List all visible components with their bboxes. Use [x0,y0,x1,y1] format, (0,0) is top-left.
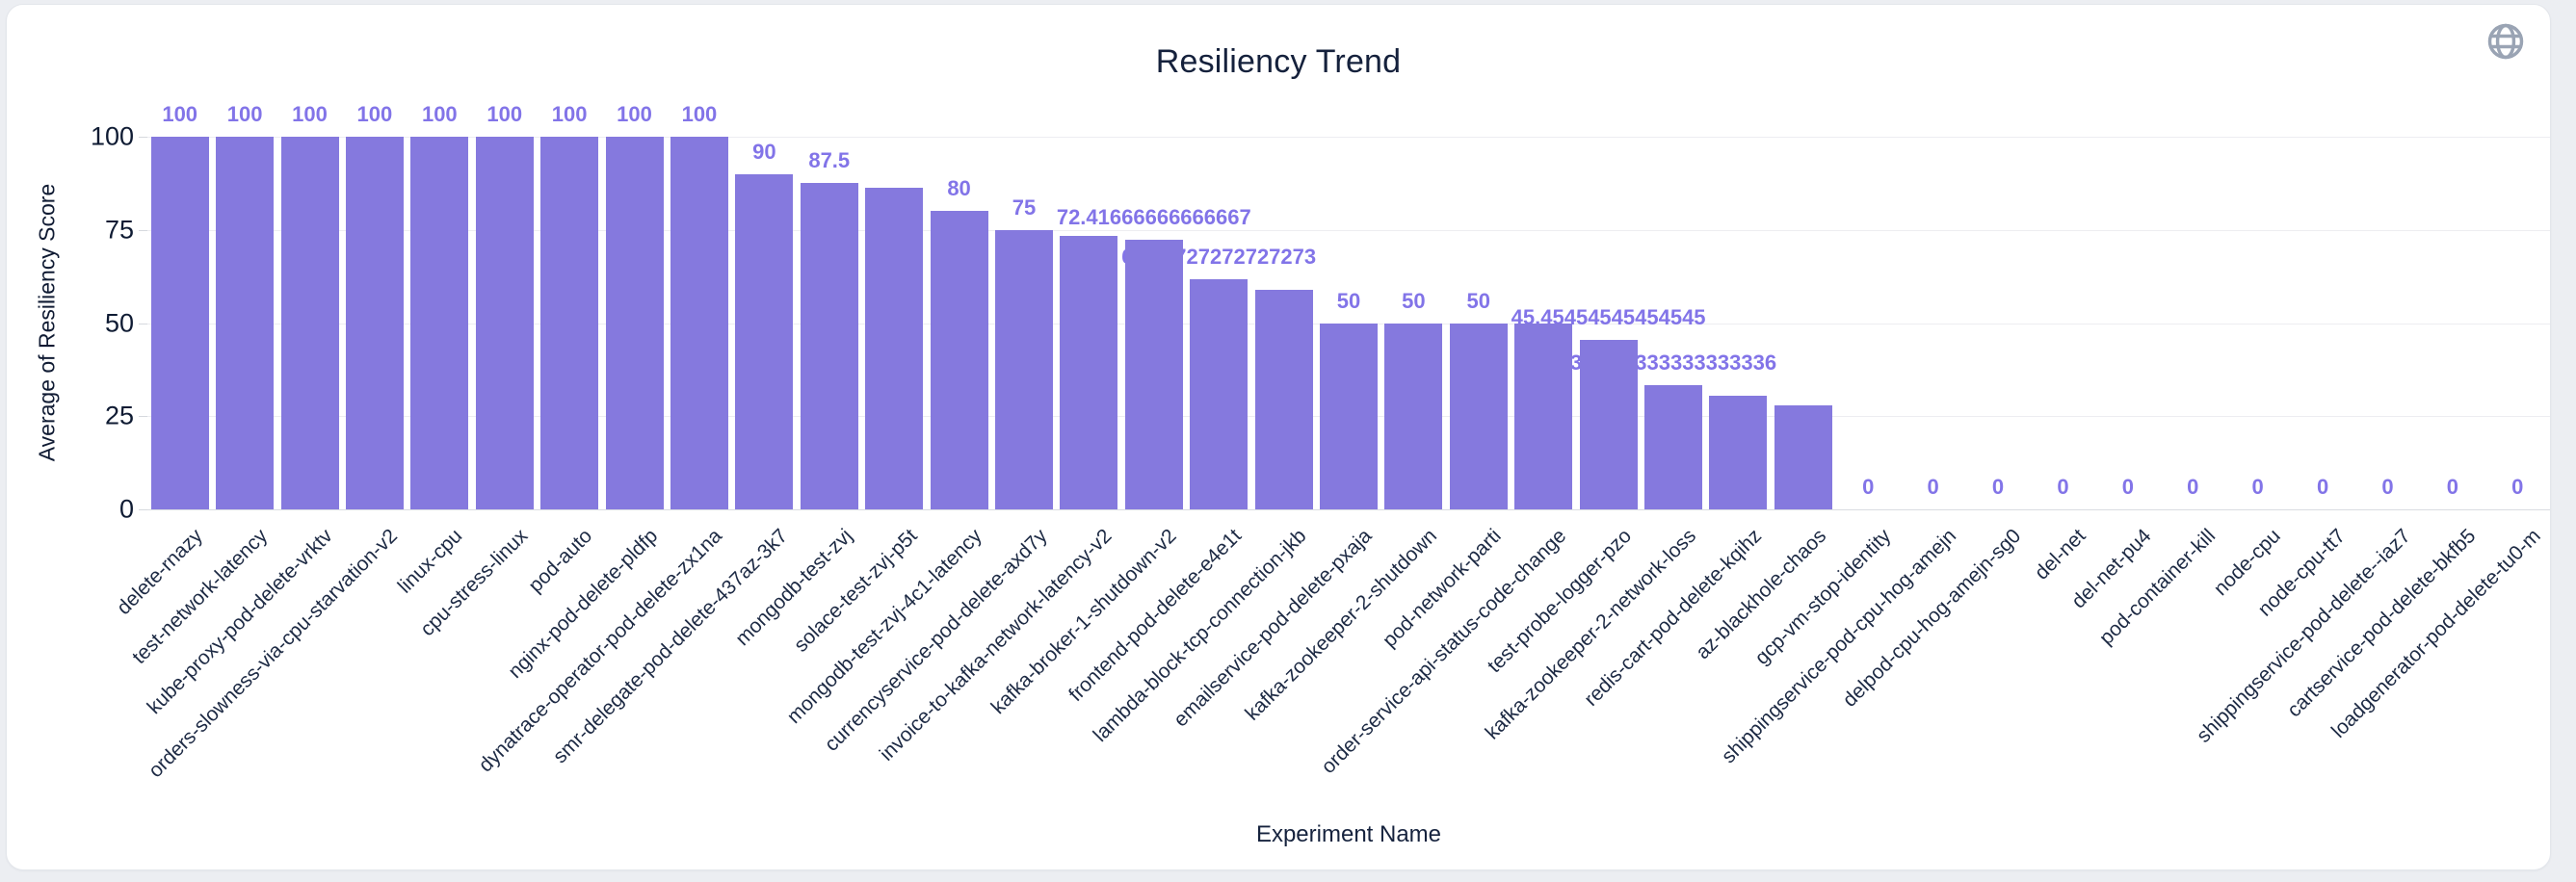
bar-value-label: 0 [2316,475,2329,499]
bar[interactable] [735,173,794,509]
y-tick-label: 50 [104,308,134,337]
x-axis-label: shippingservice-pod-cpu-hog-amejn [1717,525,1960,768]
gridline [147,229,2550,231]
bar-value-label: 0 [2446,475,2459,499]
bar[interactable] [1384,323,1443,509]
bar[interactable] [280,137,339,509]
x-axis-label: order-service-api-status-code-change [1317,525,1571,779]
bar-value-label: 100 [162,102,198,126]
bar[interactable] [1774,405,1832,509]
bar[interactable] [1124,239,1183,509]
y-tick-mark [139,229,147,231]
bar-value-label: 0 [2121,475,2134,499]
x-axis-title: Experiment Name [1255,821,1442,847]
bar-value-label: 0 [2057,475,2069,499]
gridline [147,137,2550,138]
bar[interactable] [1579,340,1638,509]
bar[interactable] [800,183,858,509]
bar-value-label: 50 [1336,288,1361,313]
bar[interactable] [150,137,209,509]
x-axis-label: del-net [2031,525,2090,584]
bar-value-label: 87.5 [808,148,851,173]
bar-value-label: 100 [356,102,393,126]
chart-title: Resiliency Trend [1155,43,1402,80]
y-tick-label: 0 [118,494,134,524]
bar[interactable] [216,137,275,509]
x-axis-label: dynatrace-operator-pod-delete-zx1na [474,525,727,777]
gridline [147,509,2550,510]
y-tick-mark [139,416,147,418]
bar[interactable] [410,137,469,509]
bar[interactable] [540,137,599,509]
x-axis-label: smr-delegate-pod-delete-437az-3k7 [548,525,792,768]
bar[interactable] [1320,323,1378,509]
x-axis-label: solace-test-zvj-p5t [789,525,922,657]
bar[interactable] [1709,396,1768,509]
bar-value-label: 0 [2511,475,2524,499]
bar-value-label: 0 [1927,475,1939,499]
bar-value-label: 100 [681,102,718,126]
bar[interactable] [1449,323,1508,509]
x-axis-label: invoice-to-kafka-network-latency-v2 [875,525,1117,765]
bar-value-label: 100 [486,102,523,126]
bar-value-label: 100 [292,102,328,126]
plot-area: 100 100 100 100 100 100 100 100 100 90 87.5 80 75 72.… [113,102,2550,782]
x-axis-label: mongodb-test-zvj [730,525,857,651]
bar-value-label: 50 [1466,288,1491,313]
bar-value-label: 80 [947,176,971,201]
bar[interactable] [605,137,664,509]
bar-value-label: 75 [1012,195,1037,220]
bar[interactable] [930,211,988,509]
bar[interactable] [865,188,924,509]
bar-value-label: 100 [421,102,458,126]
bar[interactable] [1254,289,1313,509]
bar[interactable] [1060,235,1118,509]
chart-card: Resiliency Trend Average of Resiliency S… [6,4,2551,870]
bar-value-label: 100 [551,102,588,126]
bar-value-label: 0 [2187,475,2199,499]
x-axis-labels: delete-rnazy test-network-latency kube-pro… [113,509,2550,856]
y-tick-label: 100 [90,121,134,151]
bar-value-label: 100 [226,102,263,126]
bar[interactable] [994,229,1053,509]
bar-value-label: 90 [752,139,776,164]
bar[interactable] [1190,279,1249,509]
y-tick-mark [139,509,147,510]
bar-value-label: 0 [1991,475,2005,499]
value-labels: 100 100 100 100 100 100 100 100 100 90 87.5 80 75 72.… [147,102,2550,509]
bar-value-label: 0 [2251,475,2264,499]
bar-value-label: 72.41666666666667 [1056,204,1251,229]
x-axis-label: pod-network-parti [1379,525,1507,652]
bar-value-label: 50 [1402,288,1426,313]
bar[interactable] [1514,323,1573,509]
x-axis-label: pod-container-kill [2095,525,2221,650]
bar[interactable] [1644,385,1703,509]
bar-value-label: 0 [1862,475,1875,499]
bar-value-label: 0 [2381,475,2394,499]
y-axis-ticks: 0 25 50 75 100 [7,122,134,524]
y-tick-label: 75 [104,215,134,245]
bar[interactable] [475,137,534,509]
globe-icon[interactable] [2484,20,2527,63]
y-tick-label: 25 [104,401,134,430]
y-tick-mark [139,137,147,138]
bar[interactable] [345,137,404,509]
bars [147,137,2550,509]
bar-value-label: 100 [617,102,652,126]
bar[interactable] [670,137,728,509]
